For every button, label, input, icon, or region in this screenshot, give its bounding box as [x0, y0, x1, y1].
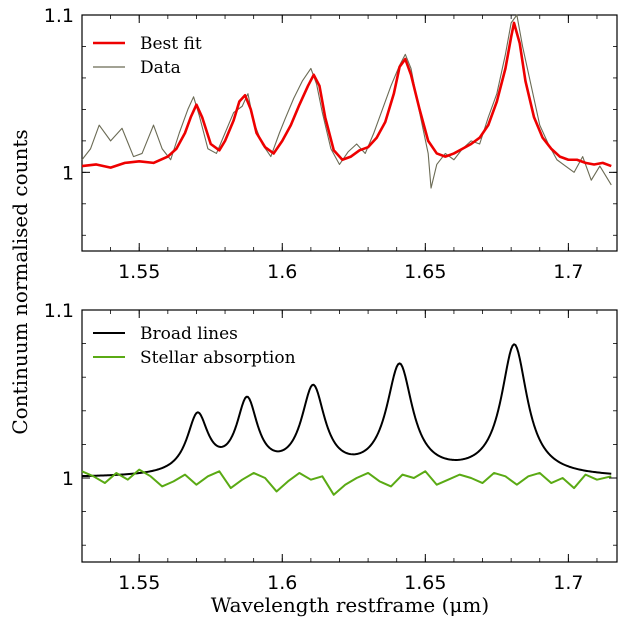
top-panel: 1.55 1.6 1.65 1.7 1 1.1 Best fit Data	[44, 5, 618, 283]
top-x-tick-label: 1.65	[404, 261, 446, 283]
bottom-ticks: 1.55 1.6 1.65 1.7 1 1.1	[44, 300, 617, 594]
y-axis-title: Continuum normalised counts	[8, 129, 32, 434]
series-stellar-absorption	[81, 468, 612, 496]
legend-broad-lines-label: Broad lines	[140, 324, 238, 344]
bottom-lines	[81, 343, 612, 496]
bottom-y-tick-label: 1.1	[44, 300, 74, 322]
top-ticks: 1.55 1.6 1.65 1.7 1 1.1	[44, 5, 617, 283]
bottom-x-tick-label: 1.7	[553, 572, 583, 594]
legend-best-fit-label: Best fit	[140, 34, 202, 54]
bottom-y-tick-label: 1	[62, 468, 74, 490]
series-best-fit	[81, 21, 612, 169]
series-broad-lines	[81, 343, 612, 478]
top-y-tick-label: 1.1	[44, 5, 74, 27]
bottom-panel: 1.55 1.6 1.65 1.7 1 1.1 Broad lines Stellar a…	[44, 300, 618, 594]
top-y-tick-label: 1	[62, 162, 74, 184]
bottom-x-tick-label: 1.65	[404, 572, 446, 594]
top-x-tick-label: 1.7	[553, 261, 583, 283]
top-plot-frame	[81, 14, 618, 252]
legend-data-label: Data	[140, 58, 181, 78]
bottom-x-tick-label: 1.6	[267, 572, 297, 594]
top-legend: Best fit Data	[93, 34, 202, 78]
legend-stellar-absorption-label: Stellar absorption	[140, 348, 296, 368]
bottom-x-tick-label: 1.55	[118, 572, 160, 594]
top-x-tick-label: 1.6	[267, 261, 297, 283]
series-data	[81, 14, 612, 189]
top-lines	[81, 14, 612, 189]
x-axis-title: Wavelength restframe (μm)	[211, 593, 489, 617]
bottom-legend: Broad lines Stellar absorption	[93, 324, 296, 368]
bottom-plot-frame	[81, 309, 618, 563]
top-x-tick-label: 1.55	[118, 261, 160, 283]
